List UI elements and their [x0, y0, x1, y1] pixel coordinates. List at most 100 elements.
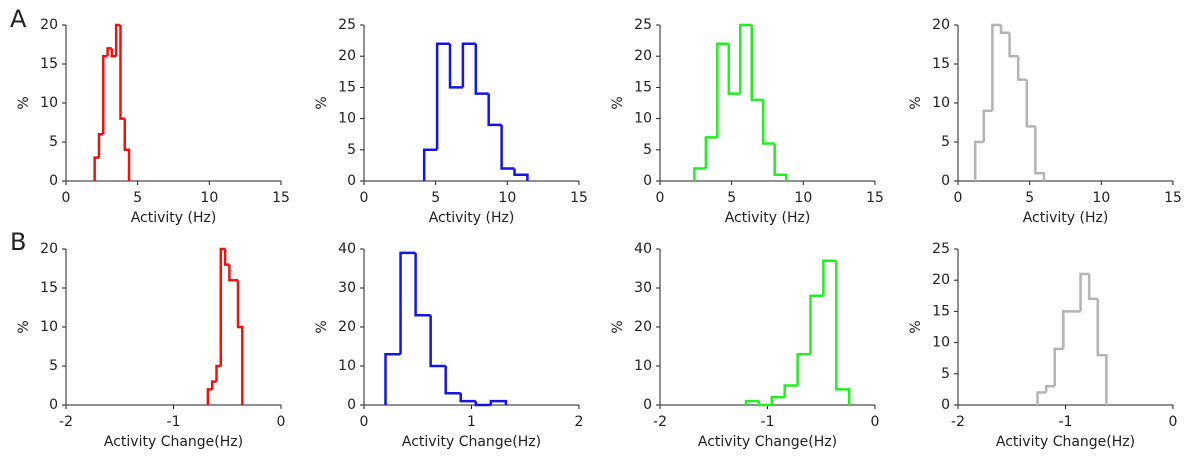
y-tick-label: 0 [347, 173, 356, 189]
histogram-bin [770, 395, 785, 405]
histogram-bin [114, 23, 121, 57]
histogram-bin [999, 25, 1010, 35]
x-tick-label: 10 [200, 190, 218, 206]
y-tick-label: 5 [643, 142, 652, 158]
y-tick-label: 20 [932, 17, 950, 33]
y-tick-label: 15 [40, 280, 58, 296]
y-axis-label: % [16, 96, 32, 109]
x-tick-label: 10 [1092, 190, 1110, 206]
y-axis-label: % [610, 320, 626, 333]
histogram-bin [210, 380, 217, 390]
histogram-bin [1087, 273, 1098, 301]
histogram-bin [783, 384, 798, 398]
x-tick-label: 10 [498, 190, 516, 206]
x-axis-label: Activity Change(Hz) [104, 434, 243, 450]
histogram-bin [206, 388, 213, 405]
y-tick-label: 5 [49, 134, 58, 150]
x-tick-label: 0 [954, 190, 963, 206]
histogram-bin [384, 353, 401, 405]
y-axis-label: % [314, 96, 330, 109]
histogram-bin [399, 251, 416, 355]
histogram-bin [102, 54, 108, 135]
y-tick-label: 5 [941, 366, 950, 382]
y-tick-label: 10 [40, 95, 58, 111]
histogram-bin [500, 124, 515, 170]
y-tick-label: 20 [338, 48, 356, 64]
histogram-bin [219, 247, 226, 366]
x-tick-label: 0 [360, 190, 369, 206]
y-tick-label: 0 [49, 397, 58, 413]
histogram-bin [1053, 347, 1064, 387]
histogram-bin [835, 260, 851, 405]
y-tick-label: 30 [634, 280, 652, 296]
histogram-bin [215, 364, 221, 382]
histogram-bin [1025, 79, 1036, 128]
histogram-bin [773, 143, 788, 181]
x-tick-label: 0 [656, 190, 665, 206]
histogram-bin [693, 167, 706, 181]
histogram-bin [435, 42, 450, 150]
histogram-bin [474, 401, 491, 407]
histogram-bin [489, 399, 508, 405]
histogram-bin [704, 136, 718, 169]
histogram-bin [1008, 32, 1019, 58]
histogram-bin [459, 393, 476, 403]
histogram-bin [750, 25, 764, 102]
y-axis-label: % [610, 96, 626, 109]
y-tick-label: 0 [941, 173, 950, 189]
histogram-bin [1079, 272, 1090, 312]
x-tick-label: 15 [570, 190, 588, 206]
x-tick-label: 5 [727, 190, 736, 206]
y-tick-label: 5 [941, 134, 950, 150]
x-tick-label: -2 [59, 414, 73, 430]
histogram-bin [739, 23, 752, 94]
x-tick-label: 0 [277, 414, 286, 430]
x-tick-label: 5 [1025, 190, 1034, 206]
x-axis-label: Activity Change(Hz) [698, 434, 837, 450]
x-axis-label: Activity (Hz) [429, 210, 515, 226]
y-tick-label: 20 [634, 48, 652, 64]
x-axis-label: Activity Change(Hz) [402, 434, 541, 450]
histogram-bin [727, 43, 741, 95]
histogram-bin [236, 280, 244, 405]
y-tick-label: 10 [634, 358, 652, 374]
histogram-bin [822, 259, 837, 296]
y-axis-label: % [16, 320, 32, 333]
histogram-bin [761, 99, 775, 145]
x-tick-label: 15 [866, 190, 884, 206]
panel-label: B [10, 228, 26, 256]
histogram-bin [448, 43, 463, 89]
histogram-bin [110, 48, 117, 58]
x-tick-label: 10 [794, 190, 812, 206]
x-tick-label: 5 [431, 190, 440, 206]
x-tick-label: -1 [1059, 414, 1073, 430]
histogram-bin [461, 42, 476, 88]
y-tick-label: 20 [634, 319, 652, 335]
histogram-bin [106, 47, 112, 57]
y-tick-label: 25 [932, 241, 950, 257]
histogram-bin [757, 401, 772, 407]
histogram-bin [487, 93, 502, 127]
y-tick-label: 10 [932, 95, 950, 111]
histogram-bin [414, 252, 431, 317]
y-tick-label: 10 [634, 111, 652, 127]
x-tick-label: -1 [761, 414, 775, 430]
histogram-bin [1062, 310, 1072, 349]
histogram-bin [228, 264, 234, 282]
histogram-bin [474, 43, 489, 95]
panel-label: A [10, 5, 27, 33]
histogram-bin [444, 366, 461, 395]
x-axis-label: Activity (Hz) [131, 210, 217, 226]
histogram-bin [119, 25, 125, 120]
x-tick-label: 0 [1169, 414, 1178, 430]
x-tick-label: 15 [1164, 190, 1182, 206]
y-tick-label: 15 [634, 79, 652, 95]
x-tick-label: -1 [167, 414, 181, 430]
y-tick-label: 20 [40, 241, 58, 257]
x-tick-label: 5 [133, 190, 142, 206]
histogram-bin [429, 315, 446, 368]
histogram-bin [1016, 56, 1027, 81]
histogram-bin [744, 399, 759, 405]
x-tick-label: 2 [575, 414, 584, 430]
histogram-bin [1036, 391, 1047, 405]
